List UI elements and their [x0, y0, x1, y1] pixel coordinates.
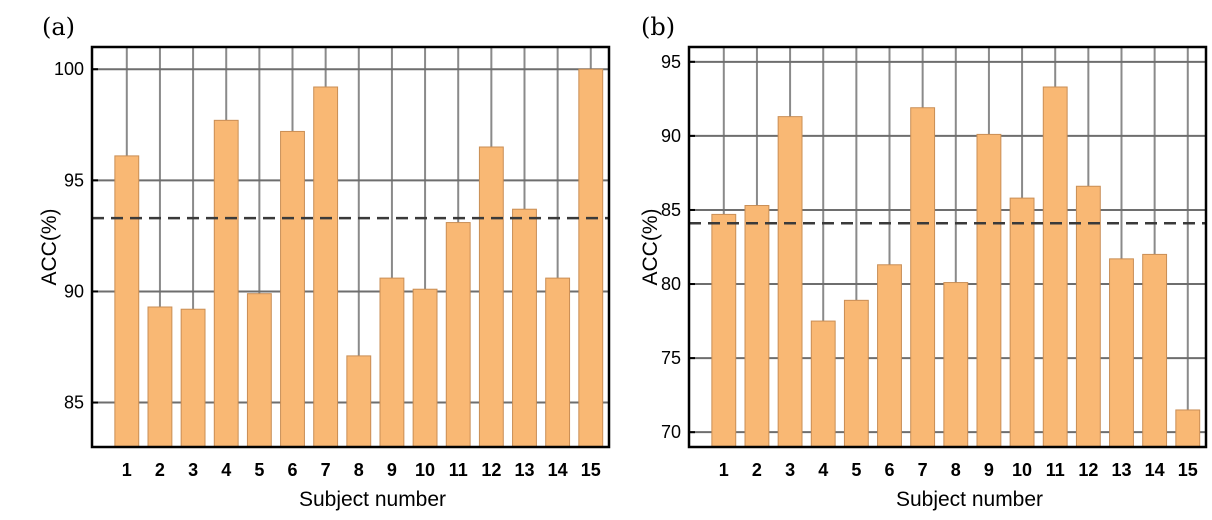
x-tick-label: 3 — [188, 460, 198, 480]
x-tick-label: 4 — [221, 460, 231, 480]
bar — [180, 308, 206, 448]
x-tick-label: 1 — [719, 460, 729, 480]
bar — [1175, 409, 1201, 448]
x-tick-label: 11 — [1046, 460, 1065, 480]
bar — [877, 264, 902, 448]
panel-label: (b) — [641, 13, 675, 41]
bar — [478, 146, 504, 448]
bar — [114, 155, 140, 448]
bar — [711, 213, 737, 448]
x-axis-label: Subject number — [299, 488, 446, 511]
bar — [810, 320, 836, 448]
x-tick-label: 7 — [918, 460, 928, 480]
x-tick-label: 13 — [1111, 460, 1131, 480]
x-tick-label: 15 — [581, 460, 601, 480]
bar — [744, 205, 770, 448]
bar — [843, 299, 869, 448]
y-tick-label: 85 — [64, 393, 84, 413]
x-tick-label: 10 — [1012, 460, 1032, 480]
x-tick-label: 6 — [884, 460, 894, 480]
bar — [313, 86, 339, 448]
x-tick-label: 4 — [818, 460, 828, 480]
bar — [280, 130, 305, 448]
y-tick-label: 95 — [64, 170, 84, 190]
y-tick-label: 75 — [661, 348, 681, 368]
x-tick-label: 5 — [851, 460, 861, 480]
y-axis-label: ACC(%) — [38, 209, 61, 286]
x-tick-label: 15 — [1178, 460, 1198, 480]
x-tick-label: 7 — [321, 460, 331, 480]
x-tick-label: 9 — [984, 460, 994, 480]
bar — [1009, 197, 1035, 448]
panel-label: (a) — [42, 13, 75, 41]
bar — [578, 68, 604, 448]
x-tick-label: 12 — [481, 460, 501, 480]
x-tick-label: 6 — [287, 460, 297, 480]
bar — [213, 119, 239, 448]
bar — [910, 107, 936, 448]
bar — [512, 208, 537, 448]
x-tick-label: 3 — [785, 460, 795, 480]
x-tick-label: 14 — [548, 460, 568, 480]
bar — [412, 288, 438, 448]
x-tick-label: 14 — [1145, 460, 1165, 480]
y-tick-label: 95 — [661, 52, 681, 72]
bar — [1042, 86, 1068, 448]
bar — [246, 293, 272, 448]
x-tick-label: 1 — [122, 460, 132, 480]
y-axis-label: ACC(%) — [639, 209, 662, 286]
y-tick-label: 90 — [661, 126, 681, 146]
x-tick-label: 8 — [951, 460, 961, 480]
x-tick-label: 5 — [254, 460, 264, 480]
y-tick-label: 100 — [54, 59, 84, 79]
x-tick-label: 11 — [449, 460, 468, 480]
bar — [545, 277, 571, 448]
x-tick-label: 12 — [1078, 460, 1098, 480]
y-tick-label: 90 — [64, 281, 84, 301]
x-axis-label: Subject number — [896, 488, 1043, 511]
y-tick-label: 70 — [661, 422, 681, 442]
bar — [1109, 258, 1134, 448]
bar — [976, 133, 1002, 448]
bar — [1075, 185, 1101, 448]
plot-frame — [687, 45, 1208, 449]
bar — [379, 277, 405, 448]
bar — [346, 355, 372, 448]
y-tick-label: 80 — [661, 274, 681, 294]
bar — [777, 116, 803, 448]
x-tick-label: 10 — [415, 460, 435, 480]
x-tick-label: 2 — [155, 460, 165, 480]
x-tick-label: 13 — [514, 460, 534, 480]
bar — [1142, 253, 1168, 448]
x-tick-label: 9 — [387, 460, 397, 480]
x-tick-label: 8 — [354, 460, 364, 480]
x-tick-label: 2 — [752, 460, 762, 480]
bar — [445, 222, 471, 448]
y-tick-label: 85 — [661, 200, 681, 220]
bar — [943, 282, 969, 448]
bar — [147, 306, 173, 448]
plot-frame — [90, 45, 611, 449]
